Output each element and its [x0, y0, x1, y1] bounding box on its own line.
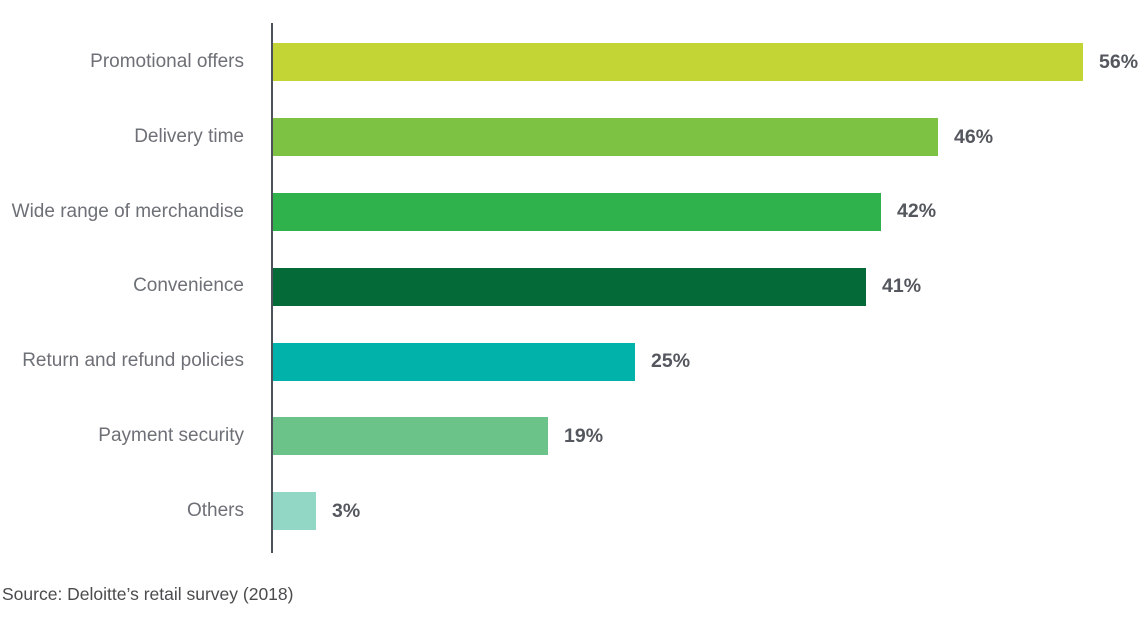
chart-row: Return and refund policies 25% — [0, 324, 1146, 399]
category-label: Return and refund policies — [22, 350, 244, 372]
bar — [273, 417, 548, 456]
source-note: Source: Deloitte’s retail survey (2018) — [2, 584, 294, 604]
bar — [273, 192, 881, 231]
bar-area: 56% — [258, 43, 1146, 82]
category-label: Convenience — [133, 275, 244, 297]
category-label: Delivery time — [134, 125, 244, 147]
bar-area: 42% — [258, 192, 1146, 231]
category-label: Wide range of merchandise — [11, 200, 244, 222]
bar-area: 19% — [258, 417, 1146, 456]
chart-rows: Promotional offers 56% Delivery time 46%… — [0, 25, 1146, 549]
bar-area: 25% — [258, 342, 1146, 381]
bar — [273, 492, 316, 531]
value-label: 56% — [1099, 50, 1139, 73]
y-axis-line — [271, 23, 273, 553]
chart-row: Delivery time 46% — [0, 100, 1146, 175]
bar-chart: Promotional offers 56% Delivery time 46%… — [0, 23, 1146, 553]
chart-row: Others 3% — [0, 474, 1146, 549]
bar-area: 46% — [258, 118, 1146, 157]
value-label: 19% — [564, 424, 604, 447]
category-label: Payment security — [98, 424, 244, 446]
bar — [273, 342, 635, 381]
value-label: 41% — [882, 275, 922, 298]
bar — [273, 267, 866, 306]
value-label: 46% — [954, 125, 994, 148]
value-label: 25% — [651, 350, 691, 373]
bar — [273, 118, 938, 157]
chart-row: Payment security 19% — [0, 399, 1146, 474]
value-label: 42% — [897, 200, 937, 223]
bar — [273, 43, 1083, 82]
value-label: 3% — [332, 499, 361, 522]
bar-area: 41% — [258, 267, 1146, 306]
bar-area: 3% — [258, 492, 1146, 531]
chart-row: Convenience 41% — [0, 249, 1146, 324]
chart-row: Wide range of merchandise 42% — [0, 175, 1146, 250]
chart-row: Promotional offers 56% — [0, 25, 1146, 100]
category-label: Promotional offers — [90, 51, 244, 72]
category-label: Others — [186, 499, 244, 521]
